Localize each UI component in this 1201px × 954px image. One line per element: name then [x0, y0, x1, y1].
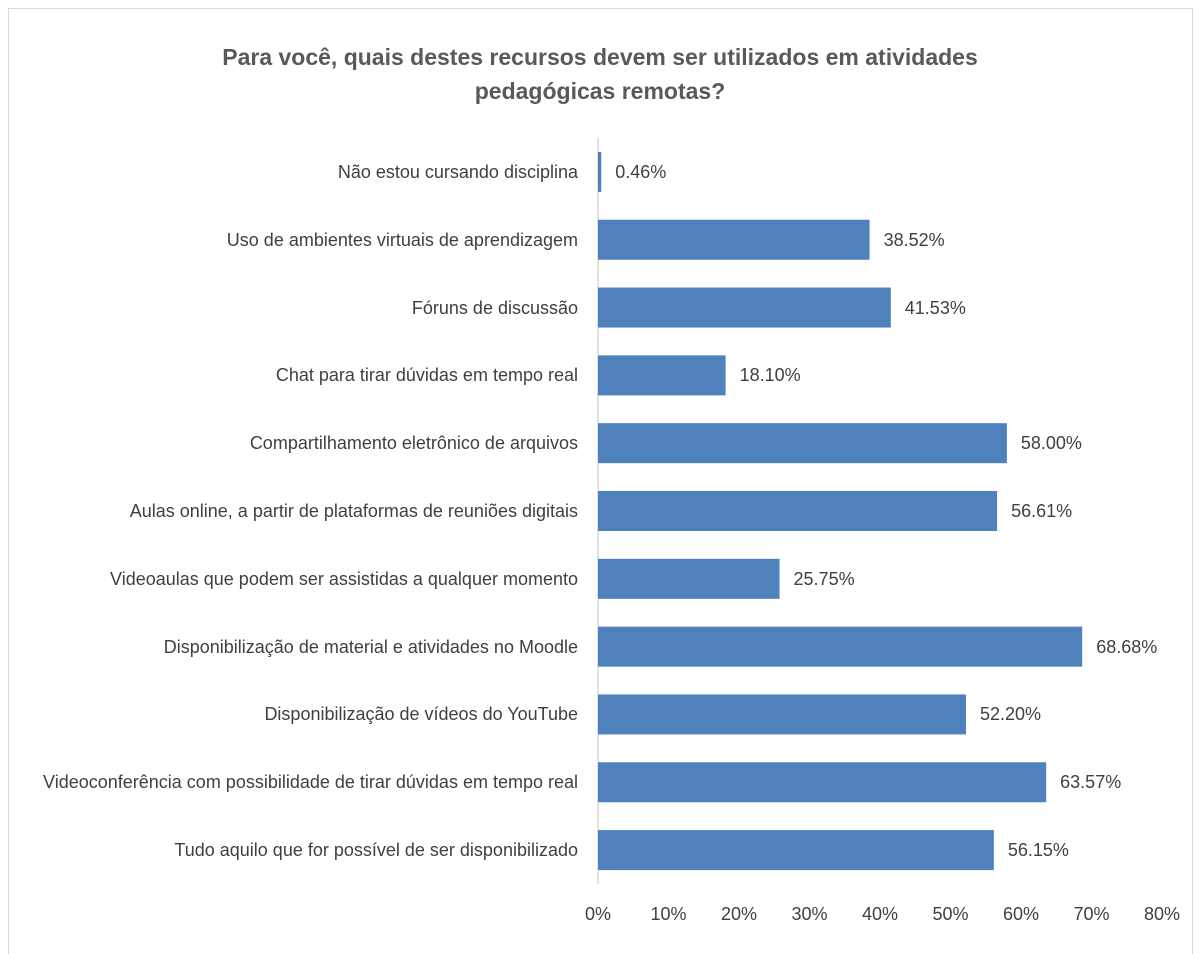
data-label: 41.53%	[904, 297, 966, 318]
y-tick-label: Não estou cursando disciplina	[337, 161, 578, 182]
y-tick-label: Aulas online, a partir de plataformas de…	[129, 501, 578, 521]
bar	[598, 491, 998, 531]
x-tick-label: 30%	[791, 904, 828, 924]
data-label: 56.61%	[1011, 501, 1073, 521]
bar	[598, 219, 870, 260]
bar	[598, 151, 602, 192]
data-label: 0.46%	[615, 161, 667, 182]
x-tick-label: 80%	[1143, 904, 1181, 924]
y-tick-label: Disponibilização de material e atividade…	[163, 636, 578, 657]
x-tick-label: 50%	[932, 904, 969, 924]
bar	[598, 287, 891, 328]
y-tick-label: Fóruns de discussão	[411, 297, 578, 318]
bar	[598, 830, 994, 871]
chart-border	[8, 8, 1193, 954]
y-tick-label: Videoconferência com possibilidade de ti…	[43, 772, 578, 793]
data-label: 56.15%	[1007, 840, 1069, 861]
y-tick-label: Compartilhamento eletrônico de arquivos	[249, 433, 578, 454]
bar	[598, 355, 726, 396]
data-label: 52.20%	[980, 704, 1042, 725]
data-label: 58.00%	[1020, 433, 1082, 454]
y-tick-label: Videoaulas que podem ser assistidas a qu…	[110, 568, 578, 589]
bar	[598, 762, 1047, 803]
y-tick-label: Tudo aquilo que for possível de ser disp…	[174, 840, 578, 861]
data-label: 68.68%	[1096, 636, 1158, 657]
y-tick-label: Chat para tirar dúvidas em tempo real	[275, 365, 578, 386]
data-label: 25.75%	[793, 568, 855, 589]
chart-title: Para você, quais destes recursos devem s…	[222, 44, 978, 104]
x-tick-label: 70%	[1073, 904, 1110, 924]
x-tick-label: 60%	[1002, 904, 1040, 924]
x-tick-label: 40%	[861, 904, 899, 924]
bar	[598, 423, 1007, 464]
y-tick-label: Disponibilização de vídeos do YouTube	[264, 704, 578, 725]
y-tick-label: Uso de ambientes virtuais de aprendizage…	[226, 229, 578, 250]
bar	[598, 694, 967, 735]
data-label: 38.52%	[883, 229, 945, 250]
bar	[598, 558, 780, 599]
bar	[598, 626, 1083, 667]
x-tick-label: 20%	[720, 904, 758, 924]
data-label: 18.10%	[739, 365, 801, 386]
data-label: 63.57%	[1060, 772, 1122, 793]
x-tick-label: 0%	[584, 904, 612, 924]
x-tick-label: 10%	[650, 904, 687, 924]
